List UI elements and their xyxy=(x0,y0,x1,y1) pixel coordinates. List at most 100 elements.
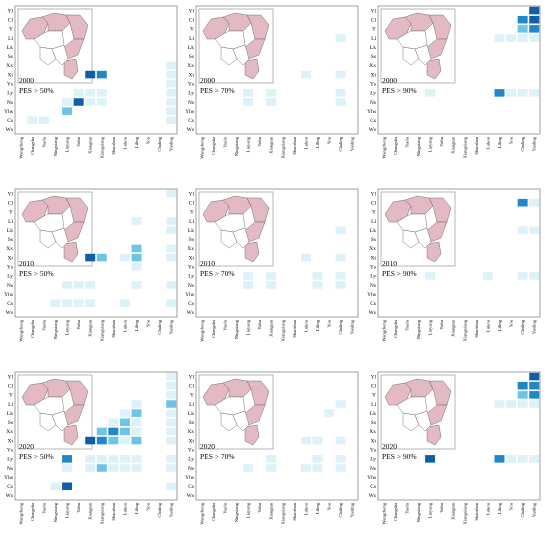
panel-threshold-label: PES > 70% xyxy=(200,86,235,95)
heatmap-cell xyxy=(119,418,130,427)
heatmap-cell xyxy=(62,107,73,115)
heatmap-cell xyxy=(108,436,119,445)
heatmap-cell xyxy=(96,70,107,79)
y-tick-label: Ll xyxy=(8,36,13,42)
heatmap-cell xyxy=(517,34,528,42)
x-tick-label: Xiangxiang xyxy=(99,319,104,341)
map-region-highlight xyxy=(202,16,230,40)
heatmap-cell xyxy=(50,482,61,491)
x-tick-label: Shaoshan xyxy=(292,136,297,154)
y-tick-label: Yl xyxy=(371,374,377,380)
panel-threshold-label: PES > 70% xyxy=(200,269,235,278)
panel-year-label: 2020 xyxy=(19,442,34,451)
x-tick-label: Yuelu xyxy=(404,502,409,513)
x-tick-label: Liuyang xyxy=(428,502,433,518)
x-tick-label: Xiangtan xyxy=(269,136,274,154)
y-tick-label: Y xyxy=(190,27,194,33)
x-tick-label: Lukou xyxy=(303,136,308,149)
y-tick-label: Cs xyxy=(188,118,194,124)
x-tick-label: Xiangxiang xyxy=(280,319,285,341)
map-region-highlight xyxy=(63,424,79,446)
heatmap-cell xyxy=(529,400,540,408)
x-tick-label: Ningxiang xyxy=(234,319,239,339)
y-tick-label: Xx xyxy=(6,246,13,252)
heatmap-cell xyxy=(166,299,177,308)
panel-threshold-label: PES > 50% xyxy=(19,269,54,278)
y-tick-label: Y xyxy=(9,393,13,399)
y-tick-label: Ll xyxy=(189,219,194,225)
x-tick-label: Chaling xyxy=(338,136,343,151)
map-region xyxy=(232,410,250,432)
heatmap-cell xyxy=(166,253,177,262)
x-tick-label: Liling xyxy=(315,502,320,514)
heatmap-cell xyxy=(166,189,177,198)
y-tick-label: Ws xyxy=(369,310,376,316)
heatmap-cell xyxy=(243,98,254,106)
panel-year-label: 2000 xyxy=(19,76,34,85)
heatmap-cell xyxy=(119,427,130,436)
y-tick-label: Ll xyxy=(8,219,13,225)
y-tick-label: Ly xyxy=(370,457,376,463)
heatmap-cell xyxy=(312,436,323,445)
heatmap-cell xyxy=(266,455,277,463)
heatmap-cell xyxy=(119,409,130,417)
heatmap-cell xyxy=(166,418,177,427)
heatmap-cell xyxy=(335,272,346,280)
map-region xyxy=(220,46,238,66)
x-tick-label: Yuelu xyxy=(404,319,409,330)
heatmap-cell xyxy=(517,198,528,207)
heatmap-cell xyxy=(119,253,130,262)
heatmap-cell xyxy=(517,272,528,280)
y-tick-label: Yhs xyxy=(185,292,194,298)
x-tick-label: Ningxiang xyxy=(53,319,58,339)
heatmap-cell xyxy=(166,226,177,234)
heatmap-cell xyxy=(108,464,119,472)
y-tick-label: Yl xyxy=(8,8,14,14)
heatmap-cell xyxy=(517,25,528,33)
heatmap-cell xyxy=(529,226,540,234)
x-tick-label: Wangcheng xyxy=(199,319,204,341)
x-tick-label: Yuhu xyxy=(439,319,444,329)
heatmap-cell xyxy=(425,272,436,280)
y-tick-label: Ns xyxy=(188,100,194,106)
heatmap-cell xyxy=(166,89,177,97)
map-region xyxy=(39,412,57,432)
x-tick-label: Yuhu xyxy=(257,136,262,146)
heatmap-cell xyxy=(38,116,49,125)
y-tick-label: Yhs xyxy=(367,292,376,298)
heatmap-cell xyxy=(166,436,177,445)
heatmap-cell xyxy=(131,418,142,427)
x-tick-label: Liling xyxy=(134,319,139,331)
heatmap-cell xyxy=(166,427,177,436)
x-tick-label: Xiangxiang xyxy=(280,502,285,524)
y-tick-label: Y xyxy=(9,27,13,33)
heatmap-cell xyxy=(335,89,346,97)
heatmap-cell xyxy=(300,436,311,445)
heatmap-cell xyxy=(517,226,528,234)
x-tick-label: Liling xyxy=(134,502,139,514)
heatmap-cell xyxy=(243,464,254,472)
heatmap-cell xyxy=(166,482,177,491)
x-tick-label: Lukou xyxy=(122,136,127,149)
map-region-highlight xyxy=(222,12,252,32)
heatmap-cell xyxy=(266,98,277,106)
x-tick-label: Xiangtan xyxy=(88,319,93,337)
heatmap-cell xyxy=(166,400,177,408)
heatmap-cell xyxy=(131,455,142,463)
y-tick-label: Xt xyxy=(371,255,377,261)
x-tick-label: Yuhu xyxy=(257,502,262,512)
heatmap-cell xyxy=(96,253,107,262)
x-tick-label: Changsha xyxy=(211,137,216,155)
y-tick-label: Xt xyxy=(8,72,14,78)
y-tick-label: Cl xyxy=(189,18,195,24)
heatmap-cell xyxy=(529,34,540,42)
y-tick-label: Ws xyxy=(369,493,376,499)
y-tick-label: Cs xyxy=(370,301,376,307)
map-region-highlight xyxy=(63,241,79,263)
map-region xyxy=(414,410,432,432)
y-tick-label: Xt xyxy=(371,438,377,444)
